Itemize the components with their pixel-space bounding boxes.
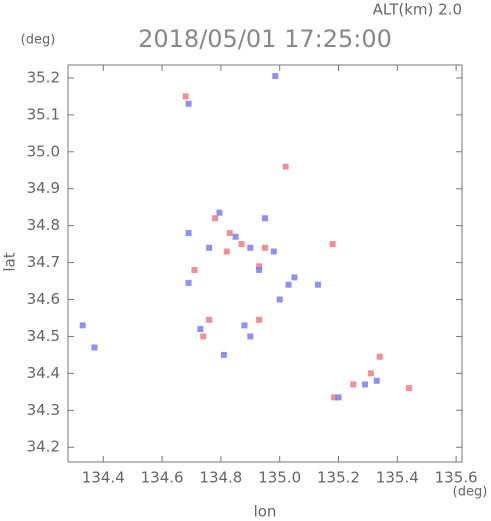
echo-point (262, 244, 268, 251)
y-tick-label: 34.3 (27, 401, 60, 419)
y-tick-label: 35.2 (27, 68, 60, 86)
echo-point (272, 73, 279, 80)
echo-point (376, 353, 383, 360)
x-axis-label: lon (254, 503, 277, 521)
echo-point (335, 394, 342, 401)
echo-point (256, 316, 263, 323)
echo-point (361, 381, 368, 388)
echo-point (367, 370, 374, 377)
y-tick-label: 34.9 (27, 179, 60, 197)
echo-point (247, 244, 254, 251)
chart-title: 2018/05/01 17:25:00 (138, 25, 392, 53)
echo-point (185, 279, 192, 286)
y-unit: (deg) (21, 33, 56, 48)
echo-point (197, 326, 204, 333)
echo-point (262, 215, 268, 222)
y-tick-label: 34.4 (27, 364, 60, 382)
echo-point (223, 248, 230, 255)
plot-frame (67, 64, 463, 463)
echo-point (185, 230, 192, 237)
echo-point (212, 215, 219, 222)
y-axis-label: lat (1, 252, 19, 271)
echo-point (285, 281, 292, 288)
x-tick-label: 135.4 (376, 469, 419, 487)
x-tick-label: 135.0 (258, 469, 301, 487)
y-tick-label: 34.8 (27, 216, 60, 234)
echo-point (79, 322, 86, 329)
echo-point (91, 344, 98, 351)
echo-point (329, 241, 336, 248)
echo-point (238, 241, 245, 248)
echo-point (200, 333, 207, 340)
echo-point (373, 377, 380, 384)
echo-point (191, 266, 198, 273)
echo-point (282, 163, 289, 170)
echo-point (206, 316, 213, 323)
echo-point (350, 381, 357, 388)
echo-point (232, 233, 239, 240)
y-tick-label: 35.0 (27, 142, 60, 160)
echo-point (276, 296, 283, 303)
echo-point (241, 322, 248, 329)
echo-point (291, 274, 298, 281)
echo-point (270, 248, 277, 255)
x-tick-label: 134.4 (82, 469, 125, 487)
y-tick-label: 34.5 (27, 327, 60, 345)
echo-point (247, 333, 254, 340)
echo-point (185, 100, 192, 107)
echo-point (256, 263, 263, 270)
x-tick-label: 135.6 (435, 469, 478, 487)
x-tick-label: 134.8 (199, 469, 242, 487)
echo-point (226, 230, 233, 237)
echo-point (182, 93, 189, 100)
y-tick-label: 34.2 (27, 438, 60, 456)
echo-point (216, 209, 223, 216)
y-tick-label: 34.7 (27, 253, 60, 271)
x-tick-label: 134.6 (141, 469, 184, 487)
echo-point (406, 385, 413, 392)
echo-point (206, 244, 213, 251)
echo-point (220, 351, 227, 358)
x-unit: (deg) (453, 485, 488, 500)
echo-point (314, 281, 321, 288)
echo-point (331, 394, 338, 401)
y-tick-label: 34.6 (27, 290, 60, 308)
y-tick-label: 35.1 (27, 105, 60, 123)
x-tick-label: 135.2 (317, 469, 360, 487)
echo-point (256, 266, 263, 273)
altitude-label: ALT(km) 2.0 (373, 1, 462, 19)
